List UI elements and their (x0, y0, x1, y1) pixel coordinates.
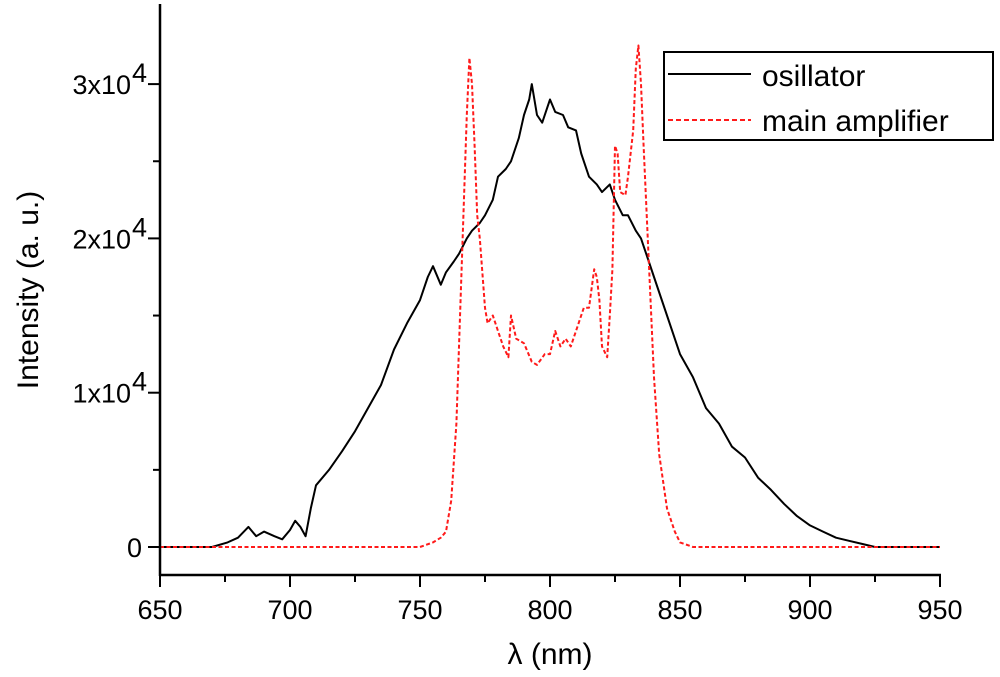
y-tick-exponent: 4 (132, 212, 147, 242)
legend-label-osillator: osillator (762, 60, 865, 93)
y-axis-title: Intensity (a. u.) (12, 191, 45, 389)
legend: osillator main amplifier (663, 51, 994, 141)
series-line-osillator (160, 83, 940, 548)
x-tick-label: 850 (657, 595, 702, 625)
x-tick-label: 800 (527, 595, 572, 625)
y-tick-label: 0 (127, 533, 142, 563)
y-tick-label: 3x10 (72, 70, 131, 100)
y-tick-exponent: 4 (132, 58, 147, 88)
y-tick-label: 1x10 (72, 379, 131, 409)
x-axis-title: λ (nm) (508, 638, 593, 671)
legend-label-main-amplifier: main amplifier (762, 105, 949, 138)
y-tick-exponent: 4 (132, 367, 147, 397)
series-line-main-amplifier (160, 44, 940, 548)
x-tick-label: 950 (917, 595, 962, 625)
x-tick-label: 700 (267, 595, 312, 625)
y-tick-label: 2x10 (72, 224, 131, 254)
x-tick-label: 750 (397, 595, 442, 625)
x-tick-label: 650 (137, 595, 182, 625)
legend-box (663, 51, 994, 141)
series-layer (160, 44, 940, 548)
x-tick-label: 900 (787, 595, 832, 625)
